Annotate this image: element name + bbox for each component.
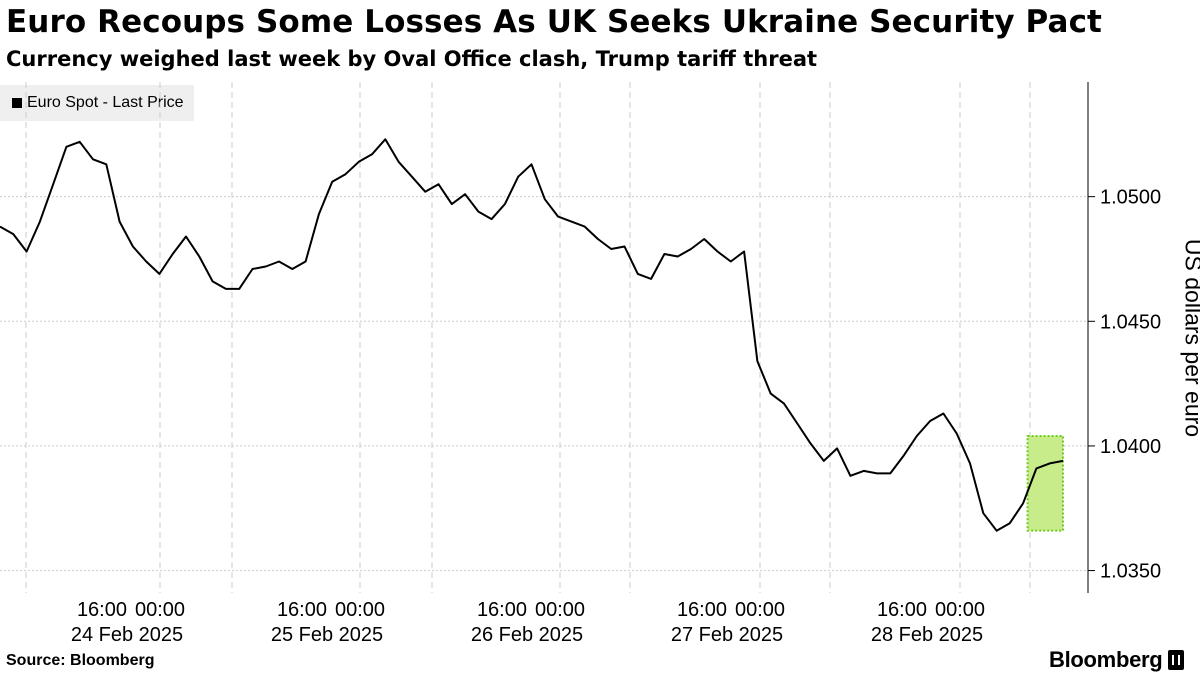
y-tick-label: 1.0500	[1100, 187, 1161, 209]
x-time-label: 00:00	[535, 599, 585, 621]
x-date-label: 27 Feb 2025	[671, 624, 783, 646]
legend-label: Euro Spot - Last Price	[27, 94, 184, 111]
x-time-label: 16:00	[77, 599, 127, 621]
price-line	[0, 138, 1064, 532]
source-note: Source: Bloomberg	[6, 652, 155, 669]
x-date-label: 26 Feb 2025	[471, 624, 583, 646]
x-time-label: 16:00	[277, 599, 327, 621]
x-date-label: 24 Feb 2025	[71, 624, 183, 646]
chart-subtitle: Currency weighed last week by Oval Offic…	[6, 47, 818, 71]
x-time-label: 00:00	[335, 599, 385, 621]
y-tick-label: 1.0350	[1100, 561, 1161, 583]
x-date-label: 25 Feb 2025	[271, 624, 383, 646]
brand-logo: Bloomberg	[1049, 647, 1185, 673]
legend: Euro Spot - Last Price	[0, 85, 194, 121]
highlight-region	[1026, 434, 1064, 532]
chart-title: Euro Recoups Some Losses As UK Seeks Ukr…	[6, 4, 1102, 40]
legend-swatch	[12, 98, 22, 108]
x-time-label: 00:00	[735, 599, 785, 621]
y-tick-label: 1.0450	[1100, 311, 1161, 333]
x-time-label: 00:00	[935, 599, 985, 621]
x-time-label: 16:00	[877, 599, 927, 621]
x-time-label: 16:00	[477, 599, 527, 621]
y-axis-label: US dollars per euro	[1180, 238, 1200, 438]
y-tick-label: 1.0400	[1100, 436, 1161, 458]
brand-badge-icon	[1168, 650, 1185, 670]
brand-name: Bloomberg	[1049, 647, 1163, 672]
x-time-label: 00:00	[135, 599, 185, 621]
x-date-label: 28 Feb 2025	[871, 624, 983, 646]
x-time-label: 16:00	[677, 599, 727, 621]
